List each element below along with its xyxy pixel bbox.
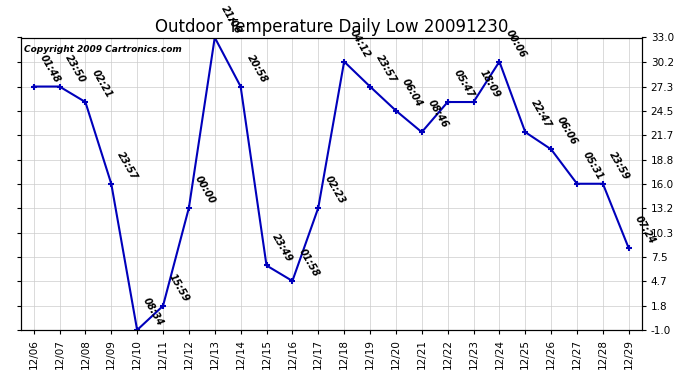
Title: Outdoor Temperature Daily Low 20091230: Outdoor Temperature Daily Low 20091230 bbox=[155, 18, 508, 36]
Text: 01:58: 01:58 bbox=[297, 247, 321, 279]
Text: 23:50: 23:50 bbox=[63, 53, 88, 84]
Text: 05:47: 05:47 bbox=[452, 68, 476, 100]
Text: 21:08: 21:08 bbox=[219, 4, 243, 35]
Text: Copyright 2009 Cartronics.com: Copyright 2009 Cartronics.com bbox=[23, 45, 181, 54]
Text: 23:49: 23:49 bbox=[270, 232, 295, 263]
Text: 04:12: 04:12 bbox=[348, 28, 373, 59]
Text: 06:04: 06:04 bbox=[400, 77, 424, 108]
Text: 02:23: 02:23 bbox=[322, 174, 346, 206]
Text: 02:21: 02:21 bbox=[90, 68, 114, 100]
Text: 05:31: 05:31 bbox=[581, 150, 605, 182]
Text: 23:59: 23:59 bbox=[607, 150, 631, 182]
Text: 00:00: 00:00 bbox=[193, 174, 217, 206]
Text: 08:34: 08:34 bbox=[141, 296, 166, 328]
Text: 01:48: 01:48 bbox=[38, 53, 62, 84]
Text: 23:57: 23:57 bbox=[115, 150, 139, 182]
Text: 20:58: 20:58 bbox=[245, 53, 269, 84]
Text: 22:47: 22:47 bbox=[529, 98, 553, 130]
Text: 18:09: 18:09 bbox=[477, 68, 502, 100]
Text: 23:57: 23:57 bbox=[374, 53, 398, 84]
Text: 08:46: 08:46 bbox=[426, 98, 450, 130]
Text: 06:06: 06:06 bbox=[555, 116, 580, 147]
Text: 15:59: 15:59 bbox=[167, 272, 191, 304]
Text: 07:24: 07:24 bbox=[633, 214, 657, 246]
Text: 00:06: 00:06 bbox=[504, 28, 528, 59]
